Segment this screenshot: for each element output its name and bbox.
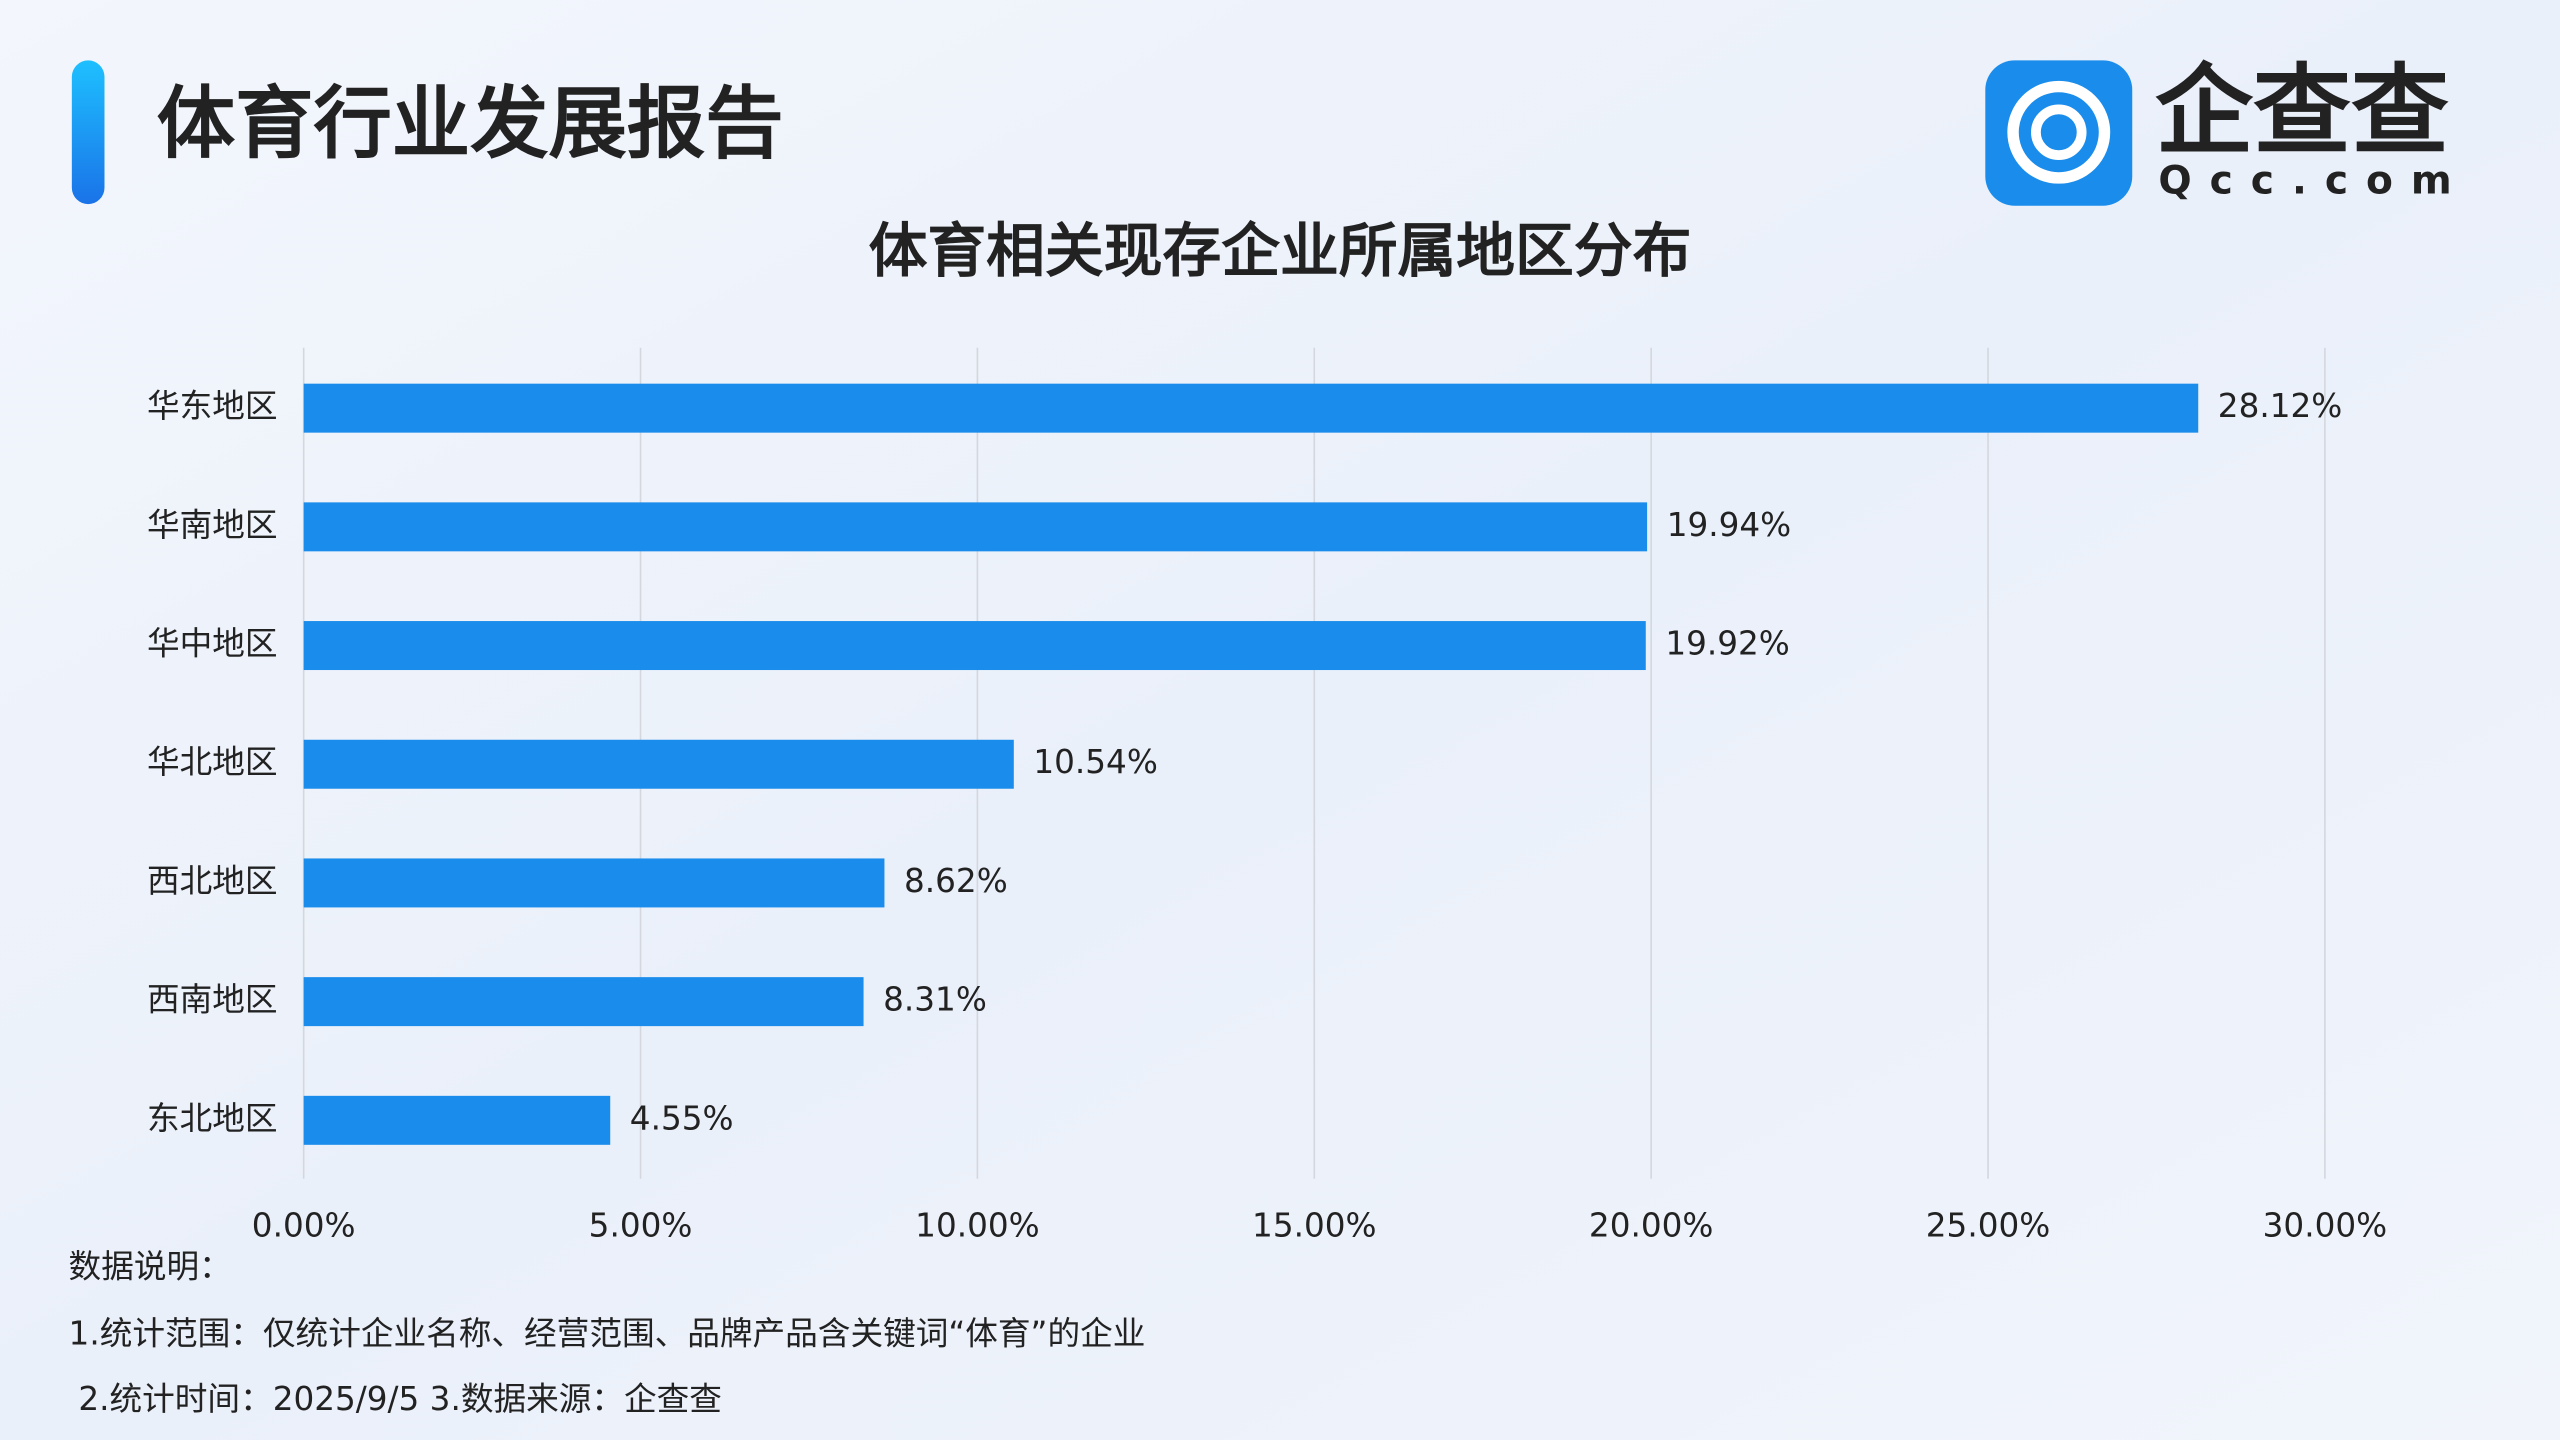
data-label: 10.54% <box>1033 743 1157 781</box>
accent-bar <box>71 60 105 205</box>
report-title: 体育行业发展报告 <box>157 78 784 169</box>
chart-title: 体育相关现存企业所属地区分布 <box>869 216 1692 285</box>
note-line: 1.统计范围：仅统计企业名称、经营范围、品牌产品含关键词“体育”的企业 <box>69 1315 1146 1353</box>
y-tick-label: 东北地区 <box>147 1099 278 1137</box>
logo-domain: Qcc.com <box>2158 158 2469 203</box>
y-tick-label: 西南地区 <box>147 981 278 1019</box>
y-tick-label: 西北地区 <box>147 862 278 900</box>
bar <box>303 977 864 1027</box>
x-tick-label: 30.00% <box>2263 1207 2387 1245</box>
x-tick-label: 15.00% <box>1252 1207 1376 1245</box>
x-tick-label: 0.00% <box>252 1207 356 1245</box>
x-tick-label: 20.00% <box>1589 1207 1713 1245</box>
logo-inner <box>2031 104 2087 160</box>
x-tick-label: 10.00% <box>915 1207 1039 1245</box>
data-label: 8.31% <box>883 981 987 1019</box>
logo-ring <box>2007 80 2111 184</box>
data-label: 4.55% <box>630 1099 734 1137</box>
y-tick-label: 华南地区 <box>147 506 278 544</box>
bar <box>303 739 1014 789</box>
data-label: 19.94% <box>1667 506 1791 544</box>
logo-name: 企查查 <box>2155 54 2449 168</box>
x-tick-label: 25.00% <box>1926 1207 2050 1245</box>
data-label: 8.62% <box>904 862 1008 900</box>
bar <box>303 858 885 908</box>
notes-heading: 数据说明： <box>69 1248 232 1286</box>
bar <box>303 383 2199 433</box>
bar <box>303 621 1646 671</box>
y-tick-label: 华中地区 <box>147 625 278 663</box>
bar <box>303 502 1648 552</box>
data-label: 28.12% <box>2218 387 2342 425</box>
data-label: 19.92% <box>1665 625 1789 663</box>
note-line: 2.统计时间：2025/9/5 3.数据来源：企查查 <box>78 1380 722 1418</box>
y-tick-label: 华东地区 <box>147 387 278 425</box>
y-tick-label: 华北地区 <box>147 743 278 781</box>
x-tick-label: 5.00% <box>589 1207 693 1245</box>
bar <box>303 1095 611 1145</box>
